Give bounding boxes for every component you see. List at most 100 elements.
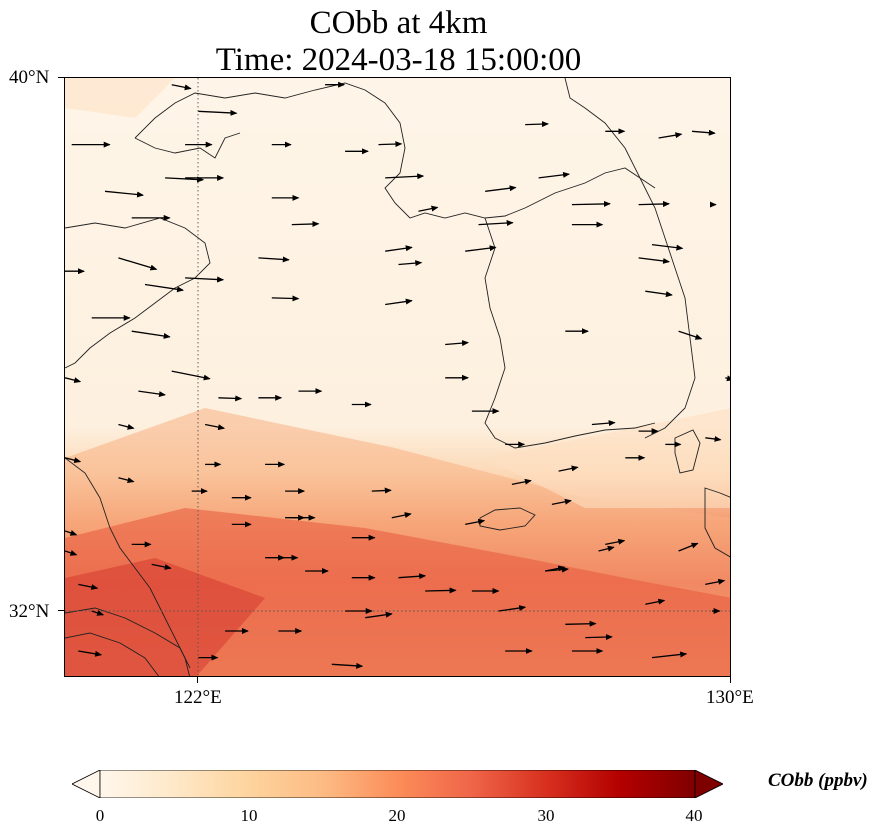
wind-arrow-83	[151, 563, 172, 570]
wind-arrow-96	[565, 620, 597, 627]
wind-arrow-109	[691, 129, 716, 136]
wind-arrow-108	[398, 260, 423, 267]
wind-arrow-1	[104, 190, 144, 198]
lon-label-130E: 130°E	[706, 687, 754, 708]
wind-arrow-32	[445, 340, 469, 347]
wind-arrow-70	[398, 573, 427, 580]
wind-arrow-63	[678, 542, 699, 552]
wind-arrow-20	[271, 295, 300, 302]
wind-arrow-101	[65, 457, 82, 464]
wind-arrow-39	[658, 132, 683, 139]
wind-arrow-48	[558, 465, 579, 472]
wind-arrow-73	[545, 566, 569, 573]
wind-arrow-62	[705, 578, 726, 586]
wind-arrow-56	[371, 487, 392, 494]
wind-arrow-100	[65, 377, 82, 384]
colorbar-tick-20: 20	[388, 806, 406, 825]
liaodong-bohai-coast	[134, 82, 526, 219]
wind-arrow-88	[78, 650, 103, 657]
wind-arrow-75	[365, 611, 393, 619]
colorbar-tick-10: 10	[240, 806, 258, 825]
wind-arrow-5	[118, 257, 158, 271]
colorbar-tick-30: 30	[537, 806, 555, 825]
wind-arrow-7	[144, 283, 184, 293]
wind-arrow-59	[605, 538, 626, 546]
wind-arrow-10	[138, 390, 166, 398]
kyushu-coast	[704, 487, 730, 558]
wind-arrow-26	[378, 141, 403, 148]
wind-arrow-85	[78, 583, 99, 590]
coastlines	[65, 78, 730, 676]
wind-arrow-27	[385, 173, 425, 180]
wind-arrow-21	[218, 395, 243, 402]
wind-arrow-15	[171, 84, 192, 91]
wind-arrow-102	[118, 477, 135, 484]
wind-arrow-43	[678, 330, 703, 340]
wind-arrow-49	[511, 478, 532, 486]
wind-arrow-57	[391, 512, 412, 519]
wind-arrow-42	[645, 290, 673, 298]
wind-arrow-11	[171, 370, 211, 381]
jeju-island	[479, 507, 536, 531]
map-panel	[64, 77, 731, 677]
wind-arrow-87	[91, 610, 105, 616]
plume-north-corner	[65, 78, 175, 118]
wind-arrow-106	[478, 220, 514, 227]
liaodong-peninsula	[134, 132, 241, 159]
wind-arrow-112	[725, 375, 730, 382]
colorbar	[72, 770, 723, 798]
wind-arrow-71	[425, 587, 457, 594]
lat-label-40N: 40°N	[9, 67, 50, 88]
wind-arrow-2	[165, 176, 205, 183]
wind-arrow-14	[198, 109, 238, 116]
wind-arrow-8	[131, 330, 171, 339]
colorbar-tick-40: 40	[685, 806, 703, 825]
tick-lat-32	[58, 610, 64, 611]
wind-arrow-28	[418, 205, 439, 212]
tick-lon-122	[197, 677, 198, 683]
wind-arrow-92	[331, 662, 364, 669]
colorbar-tick-0: 0	[95, 806, 105, 825]
colorbar-title: CObb (ppbv)	[768, 770, 868, 791]
map-subtitle: Time: 2024-03-18 15:00:00	[215, 42, 582, 78]
yangtze-estuary-south	[65, 632, 160, 676]
wind-arrow-74	[498, 605, 527, 612]
wind-arrow-84	[65, 530, 78, 536]
map-canvas	[65, 78, 730, 676]
wind-arrow-29	[385, 245, 413, 252]
wind-arrow-61	[645, 598, 666, 605]
wind-arrow-40	[638, 200, 670, 207]
wind-arrow-95	[651, 651, 688, 659]
wind-arrow-54	[705, 435, 722, 442]
wind-arrow-64	[598, 545, 615, 552]
colorbar-extend-min	[72, 770, 101, 798]
tick-lon-130	[730, 677, 731, 683]
korea-west-south-coast	[484, 217, 656, 449]
wind-arrow-30	[465, 245, 497, 252]
wind-arrow-110	[651, 243, 684, 251]
lat-label-32N: 32°N	[9, 601, 50, 622]
yangtze-estuary-north	[65, 607, 191, 669]
colorbar-extend-max	[694, 770, 723, 798]
tsushima-island	[674, 429, 701, 474]
tick-lat-40	[58, 77, 64, 78]
wind-arrow-36	[571, 200, 611, 207]
jiangsu-coast	[65, 457, 190, 676]
wind-arrow-97	[585, 634, 613, 641]
wind-vectors	[65, 81, 730, 669]
wind-arrow-50	[591, 420, 616, 427]
wind-arrow-34	[525, 121, 549, 128]
colorbar-gradient	[99, 770, 696, 798]
lon-label-122E: 122°E	[174, 687, 222, 708]
wind-arrow-18	[291, 220, 320, 227]
wind-arrow-31	[385, 298, 413, 306]
wind-arrow-35	[538, 171, 570, 179]
wind-arrow-98	[204, 423, 226, 431]
wind-arrow-33	[485, 185, 517, 192]
wind-arrow-9	[185, 276, 225, 283]
wind-arrow-86	[65, 550, 78, 556]
wind-arrow-99	[118, 423, 135, 430]
wind-arrow-41	[638, 257, 670, 264]
wind-arrow-58	[465, 518, 486, 526]
wind-arrow-19	[258, 256, 290, 263]
